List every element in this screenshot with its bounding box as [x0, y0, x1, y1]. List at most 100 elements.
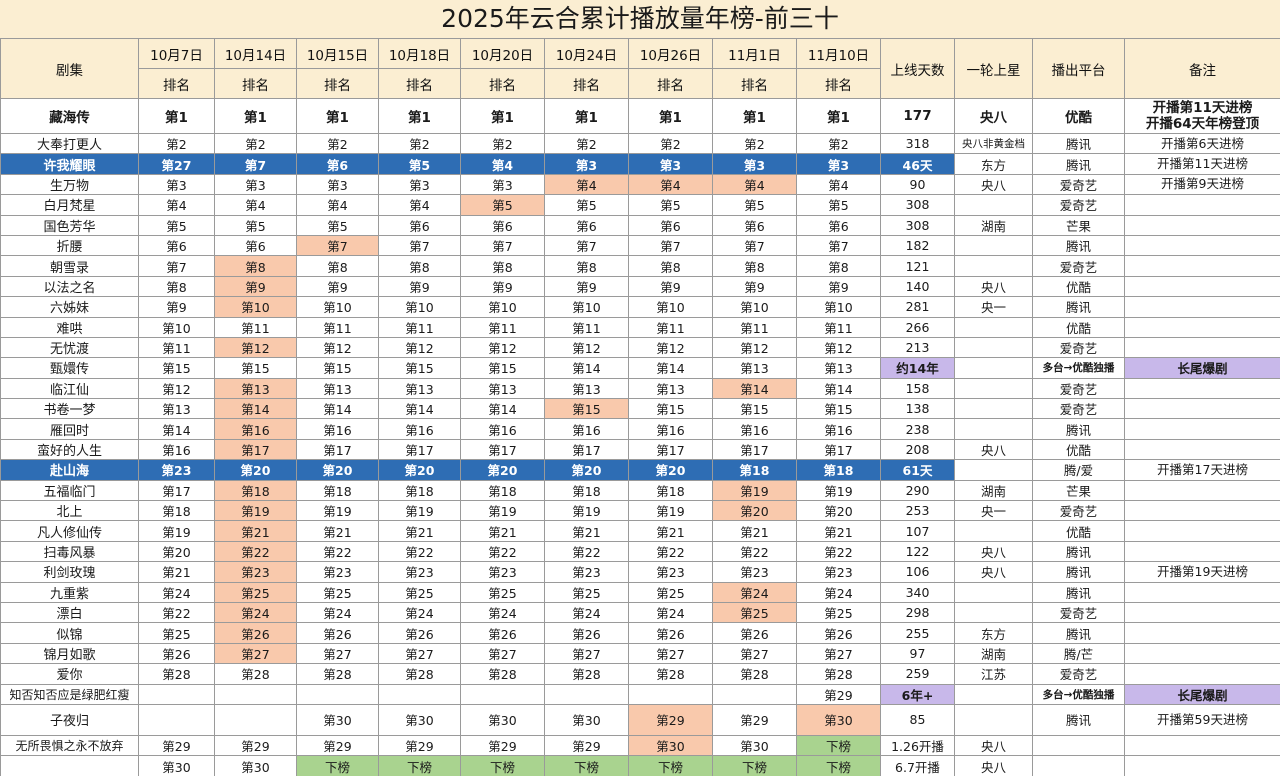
first-run-cell: 东方 [954, 153, 1033, 175]
rank-cell: 第5 [628, 194, 713, 216]
rank-cell: 第28 [378, 663, 461, 685]
rank-cell: 第7 [378, 234, 461, 257]
days-cell: 122 [880, 540, 955, 563]
rank-cell: 第4 [378, 194, 461, 216]
first-run-cell [954, 459, 1033, 481]
rank-cell: 第27 [544, 642, 629, 665]
remark-cell [1124, 479, 1280, 502]
rank-cell: 第9 [214, 275, 297, 298]
rank-cell: 第8 [138, 275, 215, 298]
remark-cell [1124, 663, 1280, 685]
rank-label: 排名 [460, 68, 545, 99]
remark-cell: 开播第19天进榜 [1124, 561, 1280, 583]
rank-cell: 第18 [460, 479, 545, 502]
rank-cell: 第27 [378, 642, 461, 665]
col-drama: 剧集 [0, 38, 139, 99]
first-run-cell: 湖南 [954, 642, 1033, 665]
rank-cell: 第8 [296, 255, 379, 277]
rank-cell: 第24 [460, 601, 545, 624]
rank-cell: 第12 [628, 336, 713, 359]
first-run-cell [954, 357, 1033, 379]
remark-cell [1124, 500, 1280, 522]
table-row: 赴山海 第23 第20 第20 第20 第20 第20 第20 第18 第18 61天 腾/爱 开播第1… [0, 459, 1280, 481]
rank-cell: 下榜 [712, 755, 797, 776]
days-cell: 约14年 [880, 357, 955, 379]
rank-cell: 第19 [628, 500, 713, 522]
first-run-cell: 央八 [954, 540, 1033, 563]
col-date: 10月7日 [138, 38, 215, 69]
rank-cell: 下榜 [796, 755, 881, 776]
table-row: 知否知否应是绿肥红瘦 第29 6年+ 多台→优酷独播 长尾爆剧 [0, 683, 1280, 705]
rank-cell: 第26 [544, 622, 629, 644]
rank-cell [378, 683, 461, 705]
rank-cell: 第3 [378, 173, 461, 196]
rank-cell: 第5 [460, 194, 545, 216]
remark-cell [1124, 398, 1280, 420]
rank-cell: 第4 [544, 173, 629, 196]
rank-cell: 第5 [544, 194, 629, 216]
rank-cell: 第28 [214, 663, 297, 685]
table-row: 临江仙 第12 第13 第13 第13 第13 第13 第13 第14 第14 158 爱奇艺 [0, 377, 1280, 400]
rank-cell: 第17 [628, 438, 713, 461]
days-cell: 266 [880, 316, 955, 338]
rank-cell: 第13 [214, 377, 297, 400]
platform-cell: 爱奇艺 [1032, 377, 1125, 400]
table-row: 难哄 第10 第11 第11 第11 第11 第11 第11 第11 第11 266 优酷 [0, 316, 1280, 338]
col-date: 10月15日 [296, 38, 379, 69]
rank-cell: 第8 [378, 255, 461, 277]
days-cell: 6.7开播 [880, 755, 955, 776]
remark-cell: 开播第11天进榜 开播64天年榜登顶 [1124, 98, 1280, 134]
rank-cell: 第1 [138, 98, 215, 134]
drama-name: 生万物 [0, 173, 139, 196]
drama-name: 爱你 [0, 663, 139, 685]
table-row: 藏海传 第1 第1 第1 第1 第1 第1 第1 第1 第1 177 央八 优酷 开播第11天进榜 开播64… [0, 98, 1280, 134]
rank-cell: 第3 [544, 153, 629, 175]
platform-cell: 腾讯 [1032, 153, 1125, 175]
rank-cell: 第30 [460, 703, 545, 736]
rank-cell: 第16 [712, 418, 797, 440]
first-run-cell [954, 398, 1033, 420]
rank-cell [460, 683, 545, 705]
days-cell: 107 [880, 520, 955, 542]
rank-cell: 下榜 [544, 755, 629, 776]
first-run-cell [954, 234, 1033, 257]
rank-cell: 第4 [460, 153, 545, 175]
rank-cell: 第3 [296, 173, 379, 196]
rank-cell: 第14 [544, 357, 629, 379]
remark-cell [1124, 622, 1280, 644]
platform-cell: 爱奇艺 [1032, 255, 1125, 277]
rank-cell: 第18 [712, 459, 797, 481]
rank-cell: 第9 [796, 275, 881, 298]
remark-cell: 开播第17天进榜 [1124, 459, 1280, 481]
rank-cell: 第23 [138, 459, 215, 481]
rank-cell: 第7 [214, 153, 297, 175]
days-cell: 238 [880, 418, 955, 440]
rank-cell: 第1 [214, 98, 297, 134]
rank-cell: 第6 [628, 214, 713, 236]
rank-cell: 第20 [796, 500, 881, 522]
remark-cell: 长尾爆剧 [1124, 683, 1280, 705]
platform-cell: 爱奇艺 [1032, 601, 1125, 624]
first-run-cell [954, 520, 1033, 542]
rank-cell: 第20 [296, 459, 379, 481]
table-row: 许我耀眼 第27 第7 第6 第5 第4 第3 第3 第3 第3 46天 东方 腾讯 开播第11天进榜 [0, 153, 1280, 175]
col-first-run: 一轮上星 [954, 38, 1033, 99]
rank-cell: 第19 [138, 520, 215, 542]
drama-name: 蛮好的人生 [0, 438, 139, 461]
rank-cell: 第15 [460, 357, 545, 379]
rank-cell: 第19 [712, 479, 797, 502]
rank-cell: 下榜 [460, 755, 545, 776]
first-run-cell: 东方 [954, 622, 1033, 644]
rank-cell: 第8 [796, 255, 881, 277]
platform-cell: 腾讯 [1032, 622, 1125, 644]
rank-cell: 第17 [460, 438, 545, 461]
rank-cell: 第26 [712, 622, 797, 644]
drama-name: 漂白 [0, 601, 139, 624]
first-run-cell: 央八 [954, 438, 1033, 461]
days-cell: 97 [880, 642, 955, 665]
rank-cell: 第14 [796, 377, 881, 400]
first-run-cell [954, 255, 1033, 277]
rank-cell: 第8 [460, 255, 545, 277]
first-run-cell: 湖南 [954, 214, 1033, 236]
rank-cell: 第30 [544, 703, 629, 736]
